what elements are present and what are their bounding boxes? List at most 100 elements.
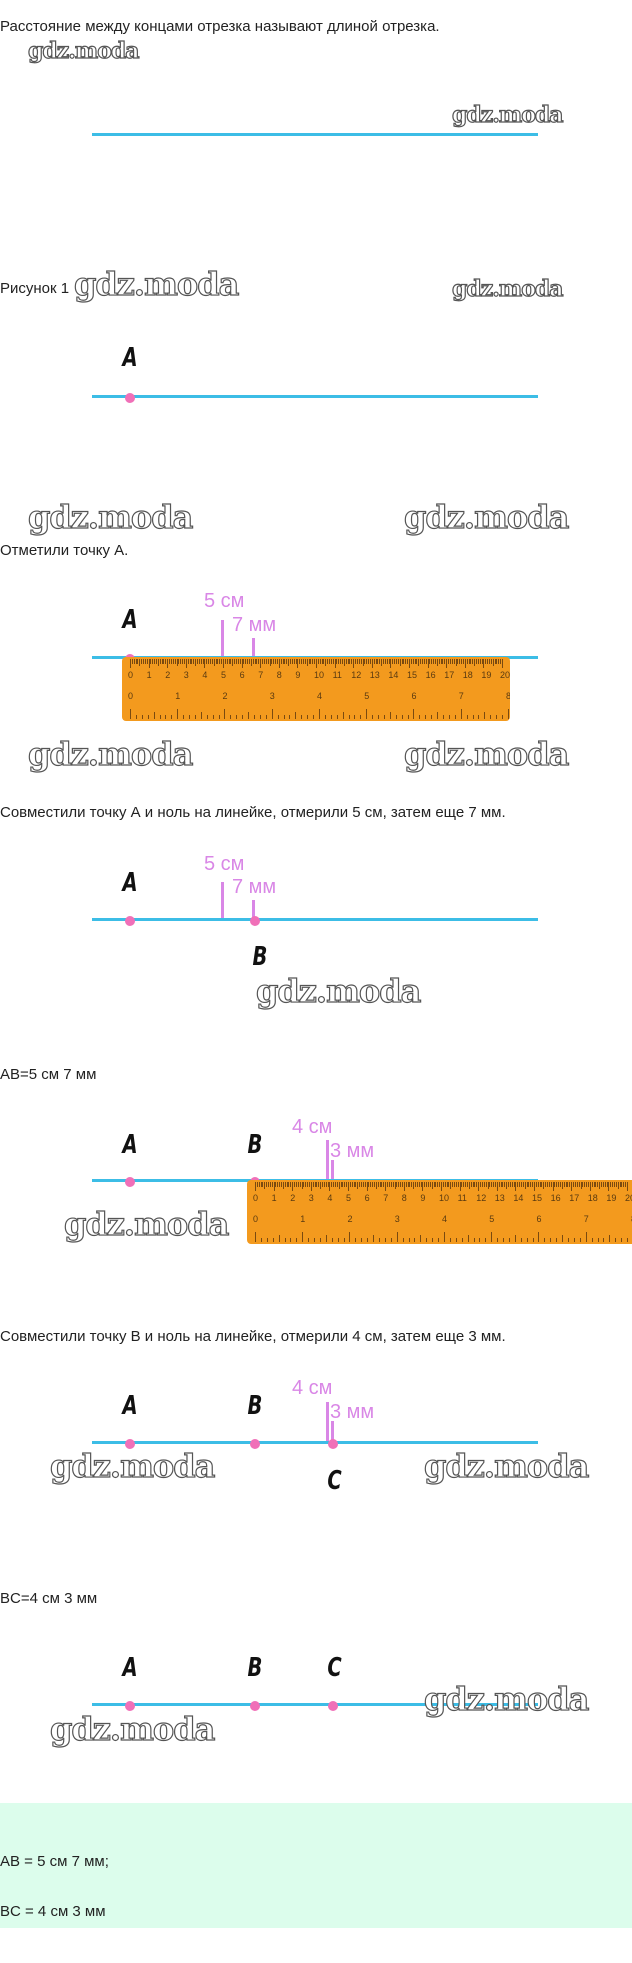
ruler-tick: [338, 1182, 340, 1189]
ruler-tick: [301, 1182, 303, 1189]
segment-line: [92, 918, 538, 921]
ruler-cm-number: 13: [494, 1193, 505, 1203]
ruler-tick: [294, 1182, 296, 1187]
ruler-tick: [485, 1182, 487, 1187]
ruler-tick: [302, 659, 304, 664]
ruler-tick: [256, 1182, 258, 1187]
ruler-tick: [490, 659, 492, 664]
ruler-tick: [373, 659, 375, 664]
ruler-tick: [520, 1182, 522, 1187]
ruler-tick: [600, 1182, 602, 1187]
ruler-tick: [480, 1182, 482, 1187]
ruler-cm-number: 2: [165, 670, 171, 680]
ruler-tick: [538, 1232, 540, 1242]
mark-4cm: [326, 1402, 329, 1442]
ruler-cm-number: 12: [351, 670, 362, 680]
ruler-inch-number: 6: [536, 1214, 542, 1224]
ruler-tick: [401, 659, 403, 664]
ruler-tick: [262, 1182, 264, 1187]
ruler-tick: [550, 1182, 552, 1187]
ruler-tick: [493, 1182, 495, 1187]
ruler-tick: [383, 1182, 385, 1187]
ruler-cm-number: 19: [606, 1193, 617, 1203]
ruler-inch-number: 4: [316, 691, 322, 701]
ruler-tick: [459, 659, 461, 664]
ruler-tick: [338, 659, 340, 664]
ruler-tick: [312, 1182, 314, 1187]
ruler[interactable]: 0123456789101112131415161718192001234567…: [247, 1180, 632, 1244]
ruler-tick: [360, 715, 362, 719]
ruler-tick: [451, 659, 453, 664]
ruler-tick: [467, 1182, 469, 1187]
watermark: gdz.moda: [73, 264, 240, 303]
ruler-tick: [547, 1182, 549, 1187]
ruler-tick: [526, 1182, 528, 1187]
ruler-tick: [316, 1182, 318, 1187]
ruler-tick: [396, 1182, 398, 1187]
ruler-tick: [321, 659, 323, 664]
ruler-tick: [497, 1238, 499, 1242]
ruler-tick: [422, 1182, 424, 1191]
ruler-tick: [271, 659, 273, 664]
ruler-inch-number: 4: [441, 1214, 447, 1224]
ruler-tick: [519, 1182, 521, 1187]
ruler-tick: [163, 659, 165, 664]
ruler-cm-number: 3: [183, 670, 189, 680]
ruler-tick: [427, 659, 429, 668]
ruler-tick: [324, 715, 326, 719]
ruler-tick: [156, 659, 158, 664]
ruler-tick: [610, 1182, 612, 1187]
ruler-tick: [281, 1182, 283, 1187]
ruler-tick: [170, 659, 172, 664]
ruler-tick: [491, 1182, 493, 1187]
ruler-tick: [412, 659, 414, 664]
ruler-tick: [515, 1182, 517, 1191]
ruler-tick: [368, 1182, 370, 1187]
watermark: gdz.moda: [27, 497, 194, 536]
ruler-tick: [169, 659, 171, 664]
ruler-tick: [378, 715, 380, 719]
ruler-tick: [423, 659, 425, 664]
ruler-tick: [200, 712, 202, 719]
ruler-tick: [152, 659, 154, 664]
ruler-tick: [141, 659, 143, 664]
ruler-tick: [260, 1238, 262, 1242]
ruler-inch-number: 1: [300, 1214, 306, 1224]
ruler-tick: [262, 659, 264, 664]
ruler-tick: [255, 1232, 256, 1242]
ruler-tick: [330, 659, 332, 664]
ruler-tick: [492, 659, 494, 666]
ruler-tick: [476, 1182, 478, 1187]
ruler-tick: [182, 659, 184, 664]
watermark: gdz.moda: [403, 734, 570, 773]
ruler-tick: [306, 659, 308, 666]
ruler-tick: [388, 1182, 390, 1187]
ruler-tick: [319, 1238, 321, 1242]
ruler-tick: [366, 709, 368, 719]
ruler-tick: [457, 659, 459, 664]
ruler-tick: [496, 715, 498, 719]
ruler-tick: [554, 1182, 556, 1187]
watermark: gdz.moda: [63, 1204, 230, 1243]
ruler-tick: [490, 715, 492, 719]
ruler-tick: [264, 1182, 266, 1189]
ruler-tick: [400, 1182, 402, 1187]
ruler-tick: [141, 715, 143, 719]
ruler-tick: [450, 1182, 452, 1189]
ruler-tick: [535, 1182, 537, 1187]
ruler-tick: [323, 659, 325, 664]
ruler-tick: [282, 659, 284, 664]
ruler-tick: [355, 659, 357, 664]
ruler-tick: [301, 715, 303, 719]
ruler-tick: [398, 1182, 400, 1187]
ruler-tick: [444, 659, 446, 664]
ruler-tick: [260, 1182, 262, 1187]
ruler-tick: [526, 1238, 528, 1242]
mark-7mm: [252, 900, 255, 919]
ruler-tick: [543, 1182, 545, 1189]
ruler-tick: [206, 659, 208, 664]
ruler-tick: [357, 1182, 359, 1189]
ruler-tick: [219, 659, 221, 664]
ruler-tick: [272, 1238, 274, 1242]
